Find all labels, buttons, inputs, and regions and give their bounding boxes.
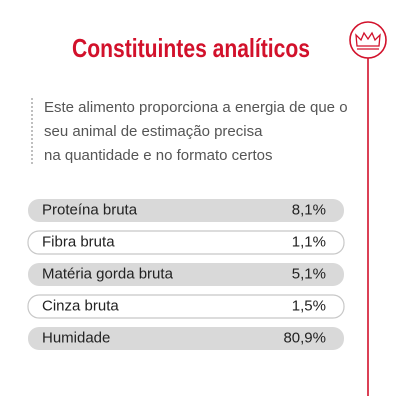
table-row bbox=[27, 294, 345, 319]
logo bbox=[349, 21, 387, 396]
row-value: 1,1% bbox=[292, 233, 326, 250]
table-row bbox=[28, 263, 344, 286]
table-row bbox=[28, 199, 344, 222]
row-label: Proteína bruta bbox=[42, 201, 138, 218]
title: Constituintes analíticos bbox=[72, 33, 310, 63]
row-value: 80,9% bbox=[283, 329, 326, 346]
row-label: Matéria gorda bruta bbox=[42, 265, 174, 282]
row-label: Fibra bruta bbox=[42, 233, 115, 250]
row-value: 1,5% bbox=[292, 297, 326, 314]
table-row bbox=[27, 230, 345, 255]
row-label: Humidade bbox=[42, 329, 110, 346]
row-value: 8,1% bbox=[292, 201, 326, 218]
row-label: Cinza bruta bbox=[42, 297, 119, 314]
table-row bbox=[28, 327, 344, 350]
row-value: 5,1% bbox=[292, 265, 326, 282]
description-line: seu animal de estimação precisa bbox=[44, 123, 263, 140]
description-line: Este alimento proporciona a energia de q… bbox=[44, 99, 348, 116]
description-line: na quantidade e no formato certos bbox=[44, 147, 273, 164]
